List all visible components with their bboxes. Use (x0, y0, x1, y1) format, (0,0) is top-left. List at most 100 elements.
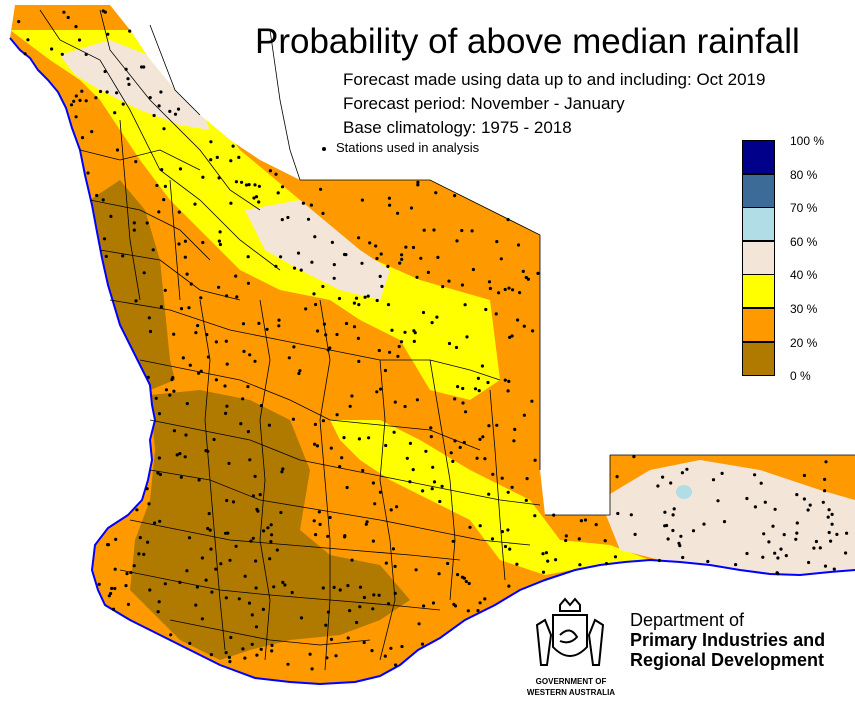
station-dot (470, 229, 474, 233)
station-dot (830, 522, 834, 526)
station-dot (408, 441, 412, 445)
station-dot (845, 531, 849, 535)
station-dot (554, 558, 558, 562)
station-dot (429, 426, 433, 430)
station-dot (823, 564, 828, 568)
station-dot (188, 363, 192, 367)
station-dot (183, 255, 187, 259)
station-dot (773, 551, 777, 555)
station-dot (541, 552, 545, 556)
station-dot (281, 467, 285, 471)
station-dot (106, 543, 110, 547)
station-dot (500, 530, 504, 534)
station-dot (824, 460, 828, 464)
station-dot (187, 536, 192, 540)
station-dot (242, 349, 246, 353)
station-dot (429, 435, 433, 439)
station-dot (462, 440, 466, 445)
station-dot (292, 266, 297, 270)
station-dot (157, 412, 162, 416)
station-dot (109, 214, 113, 218)
station-dot (453, 604, 458, 608)
station-dot (507, 584, 511, 588)
station-dot (209, 140, 213, 144)
station-dot (254, 586, 258, 590)
station-dot (431, 601, 436, 605)
station-dot (224, 651, 228, 655)
station-dot (237, 597, 241, 601)
station-dot (114, 537, 118, 542)
station-dot (508, 335, 512, 339)
station-dot (794, 537, 798, 541)
station-dot (145, 221, 149, 225)
station-dot (415, 275, 419, 279)
station-dot (506, 528, 510, 532)
station-dot (312, 292, 316, 296)
station-dot (250, 642, 254, 646)
station-dot (159, 90, 163, 94)
station-dot (113, 111, 117, 115)
station-dot (356, 336, 360, 340)
station-dot (78, 98, 82, 102)
station-dot (142, 552, 146, 557)
station-dot (197, 371, 201, 375)
station-dot (206, 449, 210, 453)
station-dot (579, 519, 584, 523)
station-dot (458, 445, 462, 449)
station-dot (101, 198, 105, 202)
station-dot (490, 537, 495, 541)
station-dot (379, 387, 383, 391)
station-dot (246, 430, 250, 434)
legend-label: 30 % (790, 302, 818, 316)
station-dot (152, 113, 156, 118)
station-dot (249, 539, 253, 543)
station-dot (163, 184, 167, 188)
station-dot (195, 585, 199, 589)
station-dot (465, 335, 469, 339)
station-dot (835, 532, 839, 537)
station-dot (214, 567, 218, 571)
station-dot (518, 291, 522, 295)
station-dot (184, 433, 188, 437)
station-dot (379, 252, 383, 256)
station-dot (310, 667, 314, 671)
station-dot (269, 523, 273, 527)
station-dot (503, 544, 508, 549)
station-dot (393, 564, 397, 569)
station-dot (348, 404, 352, 408)
station-dot (248, 458, 252, 462)
station-dot (354, 296, 359, 300)
station-dot (332, 263, 336, 267)
station-dot (146, 540, 150, 544)
station-dot (487, 424, 491, 428)
station-dot (384, 443, 388, 448)
station-dot (217, 239, 221, 243)
station-dot (375, 298, 379, 303)
station-dot (185, 272, 189, 276)
station-dot (254, 625, 259, 629)
station-dot (147, 316, 151, 320)
station-dot (217, 285, 221, 289)
station-dot (388, 203, 392, 207)
station-dot (225, 362, 229, 366)
station-dot (661, 475, 665, 479)
station-dot (270, 643, 274, 648)
station-dot (175, 453, 179, 457)
station-dot (281, 580, 285, 585)
station-dot (147, 502, 151, 506)
station-dot (363, 295, 367, 299)
station-dot (390, 328, 394, 332)
station-dot (26, 38, 30, 42)
station-dot (378, 490, 382, 494)
station-dot (806, 508, 810, 512)
station-dot (335, 413, 339, 417)
zone-yellow-central (330, 420, 650, 575)
station-dot (403, 404, 407, 409)
station-dot (344, 321, 349, 326)
station-dot (321, 284, 325, 289)
station-dot (272, 585, 276, 589)
station-dot (268, 169, 272, 173)
station-dot (343, 535, 347, 539)
station-dot (164, 388, 168, 392)
station-dot (259, 404, 263, 408)
